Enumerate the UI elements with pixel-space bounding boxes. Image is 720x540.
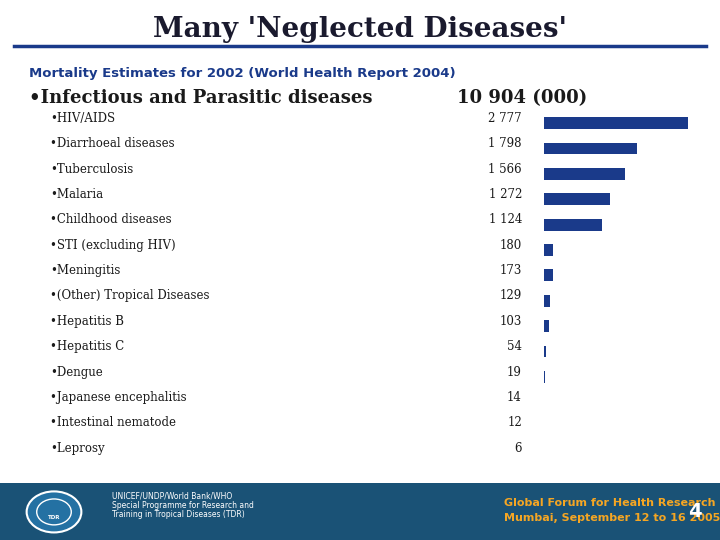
- Text: 129: 129: [500, 289, 522, 302]
- Bar: [544, 219, 602, 231]
- Text: Many 'Neglected Diseases': Many 'Neglected Diseases': [153, 16, 567, 43]
- Bar: [544, 244, 553, 256]
- Bar: [544, 269, 552, 281]
- Text: •Intestinal nematode: •Intestinal nematode: [50, 416, 176, 429]
- Text: 14: 14: [507, 391, 522, 404]
- Text: 1 124: 1 124: [489, 213, 522, 226]
- Text: Training in Tropical Diseases (TDR): Training in Tropical Diseases (TDR): [112, 510, 244, 519]
- Bar: [0, 483, 720, 540]
- Text: •Diarrhoeal diseases: •Diarrhoeal diseases: [50, 137, 175, 150]
- Text: •Japanese encephalitis: •Japanese encephalitis: [50, 391, 187, 404]
- Text: •Malaria: •Malaria: [50, 188, 104, 201]
- Text: 6: 6: [515, 442, 522, 455]
- Text: 180: 180: [500, 239, 522, 252]
- Text: •Dengue: •Dengue: [50, 366, 103, 379]
- Circle shape: [27, 491, 81, 532]
- Bar: [544, 320, 549, 332]
- Text: 10 904 (000): 10 904 (000): [457, 89, 588, 107]
- Text: 1 566: 1 566: [488, 163, 522, 176]
- Text: 1 798: 1 798: [488, 137, 522, 150]
- Text: •Childhood diseases: •Childhood diseases: [50, 213, 172, 226]
- Text: Mumbai, September 12 to 16 2005: Mumbai, September 12 to 16 2005: [504, 513, 720, 523]
- Text: TDR: TDR: [48, 515, 60, 520]
- Text: 2 777: 2 777: [488, 112, 522, 125]
- Text: 173: 173: [500, 264, 522, 277]
- Text: •Infectious and Parasitic diseases: •Infectious and Parasitic diseases: [29, 89, 372, 107]
- Text: Mortality Estimates for 2002 (World Health Report 2004): Mortality Estimates for 2002 (World Heal…: [29, 68, 456, 80]
- Text: •Meningitis: •Meningitis: [50, 264, 121, 277]
- Text: 54: 54: [507, 340, 522, 353]
- Text: •STI (excluding HIV): •STI (excluding HIV): [50, 239, 176, 252]
- Bar: [544, 193, 610, 205]
- Text: UNICEF/UNDP/World Bank/WHO: UNICEF/UNDP/World Bank/WHO: [112, 491, 232, 501]
- Text: •Leprosy: •Leprosy: [50, 442, 105, 455]
- Text: •Tuberculosis: •Tuberculosis: [50, 163, 134, 176]
- Text: 1 272: 1 272: [489, 188, 522, 201]
- Bar: [544, 168, 625, 180]
- Bar: [544, 295, 550, 307]
- Text: •Hepatitis C: •Hepatitis C: [50, 340, 125, 353]
- Text: 12: 12: [508, 416, 522, 429]
- Bar: [544, 117, 688, 129]
- Text: 103: 103: [500, 315, 522, 328]
- Text: •Hepatitis B: •Hepatitis B: [50, 315, 125, 328]
- Text: 4: 4: [688, 502, 702, 522]
- Bar: [544, 346, 546, 357]
- Text: Special Programme for Research and: Special Programme for Research and: [112, 501, 253, 510]
- Text: •HIV/AIDS: •HIV/AIDS: [50, 112, 115, 125]
- Bar: [544, 143, 636, 154]
- Text: 19: 19: [507, 366, 522, 379]
- Text: •(Other) Tropical Diseases: •(Other) Tropical Diseases: [50, 289, 210, 302]
- Text: Global Forum for Health Research: Global Forum for Health Research: [504, 498, 716, 509]
